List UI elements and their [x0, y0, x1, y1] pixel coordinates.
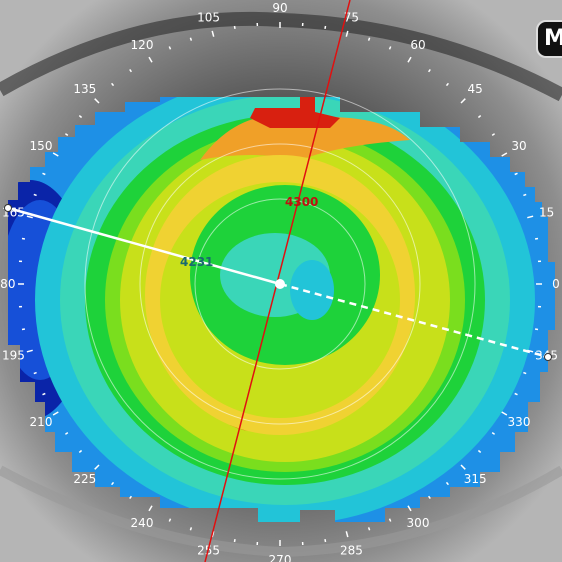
degree-tick	[52, 152, 59, 157]
degree-tick	[42, 172, 46, 176]
degree-tick	[324, 25, 327, 30]
degree-tick	[523, 193, 527, 197]
degree-label-90: 90	[272, 1, 287, 15]
degree-tick	[388, 46, 392, 50]
reference-circles	[84, 88, 476, 480]
degree-tick	[189, 527, 193, 531]
degree-tick	[407, 56, 412, 63]
degree-label-15: 15	[539, 206, 554, 220]
upper-eyelid	[0, 11, 562, 102]
degree-label-60: 60	[410, 38, 425, 52]
degree-tick	[64, 431, 69, 435]
degree-tick	[26, 215, 33, 219]
degree-tick	[78, 449, 83, 453]
degree-tick	[445, 82, 449, 87]
degree-tick	[148, 505, 153, 512]
degree-tick	[64, 133, 69, 137]
degree-ticks	[18, 22, 542, 546]
degree-tick	[189, 37, 193, 41]
degree-tick	[534, 328, 539, 331]
degree-label-330: 330	[508, 415, 531, 429]
degree-label-135: 135	[73, 82, 96, 96]
degree-tick	[168, 46, 172, 50]
degree-label-75: 75	[344, 10, 359, 24]
degree-tick	[211, 30, 215, 37]
degree-label-0: 0	[552, 277, 560, 291]
degree-label-225: 225	[73, 472, 96, 486]
degree-tick	[460, 464, 466, 470]
degree-tick	[501, 152, 508, 157]
degree-tick	[26, 349, 33, 353]
curvature-color-map	[8, 97, 555, 522]
degree-tick	[324, 538, 327, 543]
degree-label-300: 300	[407, 516, 430, 530]
lower-eyelid	[0, 465, 562, 558]
degree-tick	[445, 481, 449, 486]
corner-menu-button[interactable]: M	[536, 20, 562, 58]
degree-tick	[427, 495, 431, 500]
flat-axis-handle-left[interactable]	[4, 204, 12, 212]
degree-tick	[21, 328, 26, 331]
degree-tick	[345, 531, 349, 538]
degree-label-120: 120	[131, 38, 154, 52]
degree-tick	[491, 133, 496, 137]
flat-axis-dashed-line[interactable]	[279, 282, 549, 359]
degree-tick	[94, 98, 100, 104]
degree-tick	[94, 464, 100, 470]
degree-tick	[501, 411, 508, 416]
map-center-marker[interactable]	[275, 279, 285, 289]
degree-label-315: 315	[464, 472, 487, 486]
degree-tick	[129, 68, 133, 73]
degree-tick	[21, 237, 26, 240]
degree-tick	[367, 37, 371, 41]
degree-tick	[129, 495, 133, 500]
degree-label-150: 150	[30, 139, 53, 153]
degree-label-45: 45	[468, 82, 483, 96]
degree-tick	[78, 115, 83, 119]
degree-tick	[514, 392, 518, 396]
degree-tick	[111, 481, 115, 486]
degree-tick	[148, 56, 153, 63]
degree-tick	[477, 115, 482, 119]
degree-tick	[33, 193, 37, 197]
degree-tick	[33, 371, 37, 375]
flat-k-value: 4231	[180, 255, 213, 269]
degree-tick	[367, 527, 371, 531]
flat-axis-line[interactable]	[7, 206, 281, 286]
degree-label-105: 105	[197, 10, 220, 24]
degree-label-285: 285	[340, 544, 363, 558]
degree-tick	[514, 172, 518, 176]
degree-tick	[460, 98, 466, 104]
degree-tick	[345, 30, 349, 37]
corner-button-label: M	[544, 26, 562, 51]
degree-tick	[477, 449, 482, 453]
degree-tick	[534, 237, 539, 240]
degree-tick	[168, 518, 172, 522]
degree-tick	[427, 68, 431, 73]
flat-axis-handle-right[interactable]	[544, 353, 552, 361]
degree-tick	[388, 518, 392, 522]
degree-label-240: 240	[131, 516, 154, 530]
degree-tick	[52, 411, 59, 416]
steep-k-value: 4300	[285, 195, 318, 209]
degree-tick	[407, 505, 412, 512]
degree-tick	[42, 392, 46, 396]
degree-tick	[233, 538, 236, 543]
degree-label-30: 30	[511, 139, 526, 153]
degree-tick	[211, 531, 215, 538]
degree-label-210: 210	[30, 415, 53, 429]
degree-label-195: 195	[2, 348, 25, 362]
degree-label-180: 180	[0, 277, 15, 291]
degree-tick	[111, 82, 115, 87]
degree-tick	[523, 371, 527, 375]
degree-label-270: 270	[269, 553, 292, 562]
degree-tick	[527, 215, 534, 219]
degree-tick	[491, 431, 496, 435]
degree-tick	[233, 25, 236, 30]
